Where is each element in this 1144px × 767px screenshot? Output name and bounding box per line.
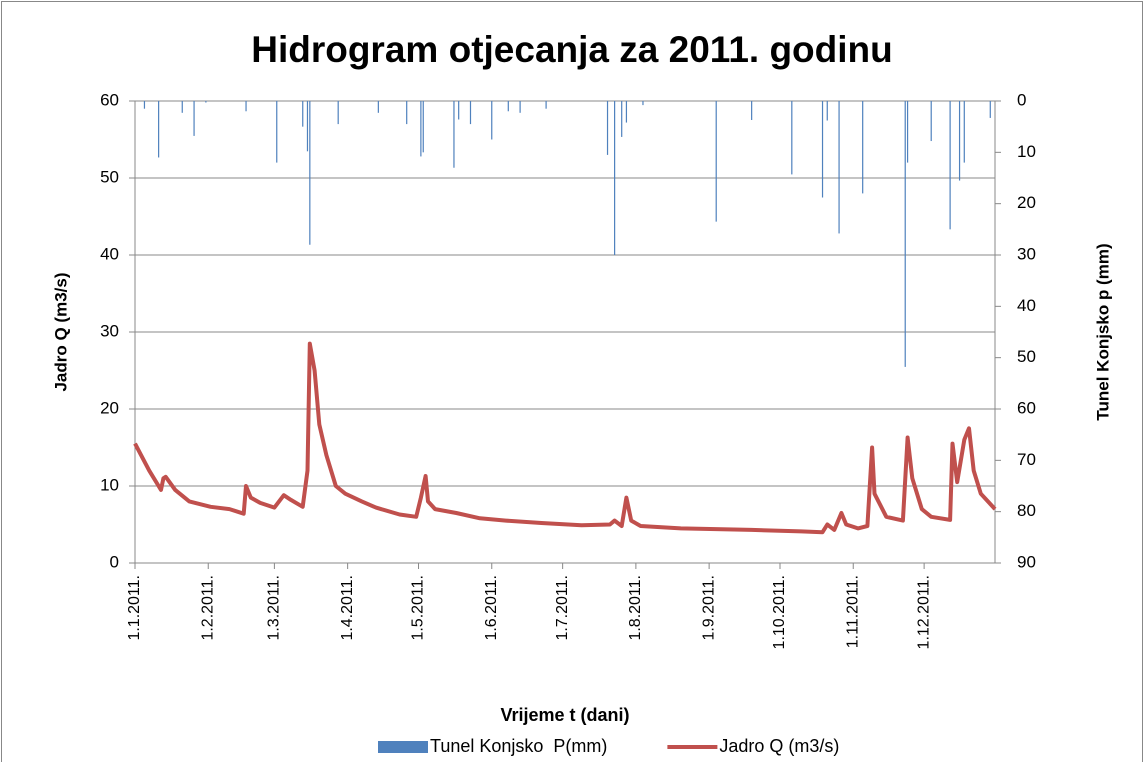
bar — [507, 101, 509, 112]
x-tick-label: 1.8.2011. — [627, 575, 644, 641]
x-tick-label: 1.10.2011. — [771, 575, 788, 649]
chart-title: Hidrogram otjecanja za 2011. godinu — [251, 29, 893, 70]
legend-label: Tunel Konjsko P(mm) — [430, 736, 607, 756]
bar — [245, 101, 247, 112]
bar — [751, 101, 753, 120]
bar — [491, 101, 493, 140]
y-tick-label: 40 — [100, 244, 119, 263]
x-tick-label: 1.1.2011. — [126, 575, 143, 641]
bar — [545, 101, 547, 109]
bar — [205, 101, 207, 103]
bar — [193, 101, 195, 136]
bar — [838, 101, 840, 234]
bar — [826, 101, 828, 121]
bar — [309, 101, 311, 245]
y2-tick-label: 50 — [1017, 347, 1036, 366]
x-tick-label: 1.7.2011. — [554, 575, 571, 641]
bar — [958, 101, 961, 181]
bar — [791, 101, 793, 175]
line — [133, 341, 997, 535]
bar — [276, 101, 278, 163]
y-tick-label: 20 — [100, 398, 119, 417]
bar — [158, 101, 160, 158]
bar — [519, 101, 521, 113]
y-tick-label: 0 — [110, 552, 119, 571]
x-tick-label: 1.9.2011. — [700, 575, 717, 641]
y2-tick-label: 0 — [1017, 90, 1026, 109]
bar — [606, 101, 609, 155]
bar — [453, 101, 455, 168]
bar — [420, 101, 422, 157]
bar — [989, 101, 991, 118]
bar — [642, 101, 644, 106]
bar — [625, 101, 628, 123]
y2-tick-label: 10 — [1017, 142, 1036, 161]
y2-tick-label: 60 — [1017, 398, 1036, 417]
y2-tick-label: 30 — [1017, 244, 1036, 263]
y-tick-label: 50 — [100, 167, 119, 186]
bar — [377, 101, 379, 113]
bar — [181, 101, 183, 113]
y2-tick-label: 20 — [1017, 193, 1036, 212]
legend-label: Jadro Q (m3/s) — [719, 736, 839, 756]
x-tick-label: 1.6.2011. — [483, 575, 500, 641]
y2-tick-label: 90 — [1017, 552, 1036, 571]
bar — [614, 101, 616, 255]
bar — [422, 101, 424, 153]
x-tick-label: 1.12.2011. — [915, 575, 932, 649]
bar — [306, 101, 309, 152]
bar — [469, 101, 472, 125]
y-tick-label: 60 — [100, 90, 119, 109]
y2-tick-label: 80 — [1017, 501, 1036, 520]
bar — [302, 101, 304, 127]
bar — [621, 101, 623, 137]
y-axis-label: Jadro Q (m3/s) — [51, 272, 70, 391]
bar — [862, 101, 864, 194]
y-tick-label: 10 — [100, 475, 119, 494]
x-tick-label: 1.11.2011. — [844, 575, 861, 648]
x-tick-label: 1.4.2011. — [339, 575, 356, 641]
y2-axis-label: Tunel Konjsko p (mm) — [1093, 243, 1112, 420]
bar — [949, 101, 951, 230]
bar — [458, 101, 460, 120]
bar — [406, 101, 408, 125]
bar — [930, 101, 932, 142]
bar — [906, 101, 909, 163]
bar — [904, 101, 906, 367]
x-axis-label: Vrijeme t (dani) — [500, 705, 629, 725]
bar — [337, 101, 339, 125]
bar — [821, 101, 824, 198]
x-tick-label: 1.3.2011. — [266, 575, 283, 641]
bar — [143, 101, 146, 109]
y-tick-label: 30 — [100, 321, 119, 340]
x-tick-label: 1.5.2011. — [410, 575, 427, 641]
y2-tick-label: 40 — [1017, 296, 1036, 315]
bar — [715, 101, 717, 222]
bar — [963, 101, 965, 163]
x-tick-label: 1.2.2011. — [199, 575, 216, 641]
legend-swatch — [378, 741, 428, 753]
y2-tick-label: 70 — [1017, 450, 1036, 469]
